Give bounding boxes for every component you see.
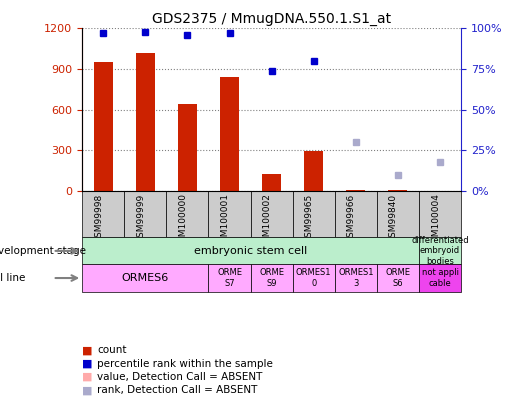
Bar (82, 191, 124, 237)
Text: ORMES1
3: ORMES1 3 (338, 269, 374, 288)
Text: ORMES6: ORMES6 (122, 273, 169, 283)
Text: value, Detection Call = ABSENT: value, Detection Call = ABSENT (97, 372, 262, 382)
Bar (377, 191, 419, 237)
Text: GSM100001: GSM100001 (220, 194, 229, 249)
Bar (251, 264, 293, 292)
Text: ORME
S7: ORME S7 (217, 269, 242, 288)
Bar (388, 190, 408, 191)
Text: development stage: development stage (0, 246, 86, 256)
Text: ORMES1
0: ORMES1 0 (296, 269, 331, 288)
Bar (262, 174, 281, 191)
Bar (208, 191, 251, 237)
Bar (335, 264, 377, 292)
Bar (208, 264, 251, 292)
Bar (419, 237, 461, 264)
Text: differentiated
embryoid
bodies: differentiated embryoid bodies (411, 236, 469, 266)
Bar (136, 53, 155, 191)
Text: ORME
S6: ORME S6 (385, 269, 410, 288)
Text: count: count (97, 345, 127, 355)
Text: ■: ■ (82, 386, 93, 395)
Text: GSM99840: GSM99840 (389, 194, 398, 243)
Bar (178, 104, 197, 191)
Bar (304, 151, 323, 191)
Text: GSM99965: GSM99965 (305, 194, 314, 243)
Bar (251, 191, 293, 237)
Text: ■: ■ (82, 345, 93, 355)
Text: ORME
S9: ORME S9 (259, 269, 284, 288)
Bar (419, 191, 461, 237)
Text: GSM99966: GSM99966 (347, 194, 356, 243)
Text: embryonic stem cell: embryonic stem cell (194, 246, 307, 256)
Text: ■: ■ (82, 372, 93, 382)
Bar (419, 264, 461, 292)
Text: cell line: cell line (0, 273, 25, 283)
Bar (124, 191, 166, 237)
Bar (82, 264, 208, 292)
Text: GSM100000: GSM100000 (179, 194, 188, 249)
Text: rank, Detection Call = ABSENT: rank, Detection Call = ABSENT (97, 386, 258, 395)
Bar (293, 264, 335, 292)
Text: not appli
cable: not appli cable (421, 269, 458, 288)
Text: percentile rank within the sample: percentile rank within the sample (97, 359, 273, 369)
Bar (94, 62, 113, 191)
Text: GSM100004: GSM100004 (431, 194, 440, 248)
Bar (377, 264, 419, 292)
Text: GSM100002: GSM100002 (263, 194, 271, 248)
Text: ■: ■ (82, 359, 93, 369)
Text: GSM99998: GSM99998 (94, 194, 103, 243)
Title: GDS2375 / MmugDNA.550.1.S1_at: GDS2375 / MmugDNA.550.1.S1_at (152, 12, 391, 26)
Bar (347, 190, 365, 191)
Text: GSM99999: GSM99999 (136, 194, 145, 243)
Bar (166, 191, 208, 237)
Bar (335, 191, 377, 237)
Bar (220, 77, 239, 191)
Bar (293, 191, 335, 237)
Bar (82, 237, 419, 264)
